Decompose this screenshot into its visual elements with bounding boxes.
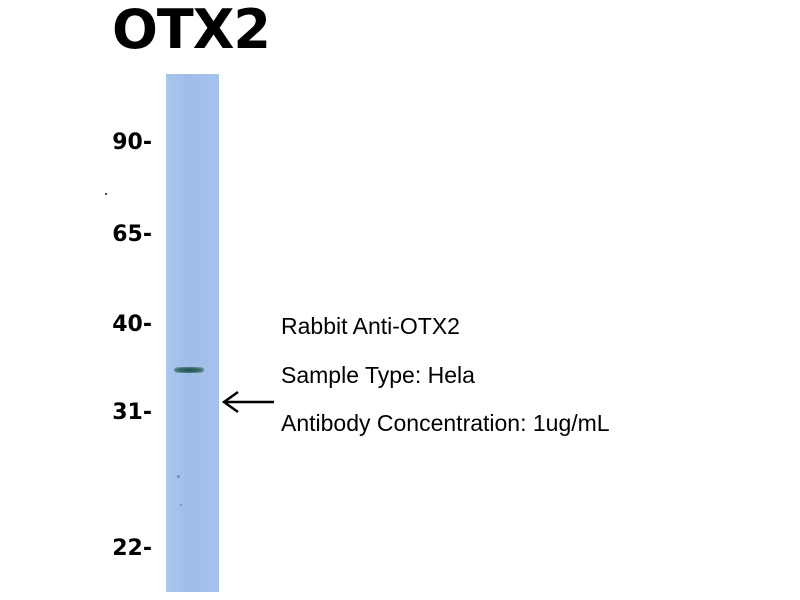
marker-22: 22-: [112, 536, 152, 561]
left-arrow-icon: [221, 390, 274, 414]
figure-title: OTX2: [112, 0, 271, 61]
marker-90: 90-: [112, 130, 152, 155]
sample-type-label: Sample Type: Hela: [281, 362, 475, 388]
blot-speck: [177, 475, 180, 478]
protein-band: [174, 367, 204, 373]
marker-31: 31-: [112, 400, 152, 425]
antibody-label: Rabbit Anti-OTX2: [281, 313, 460, 339]
marker-40: 40-: [112, 312, 152, 337]
blot-speck: [180, 504, 182, 506]
blot-lane: [166, 74, 219, 592]
speck: [105, 193, 107, 195]
marker-65: 65-: [112, 222, 152, 247]
concentration-label: Antibody Concentration: 1ug/mL: [281, 410, 610, 436]
